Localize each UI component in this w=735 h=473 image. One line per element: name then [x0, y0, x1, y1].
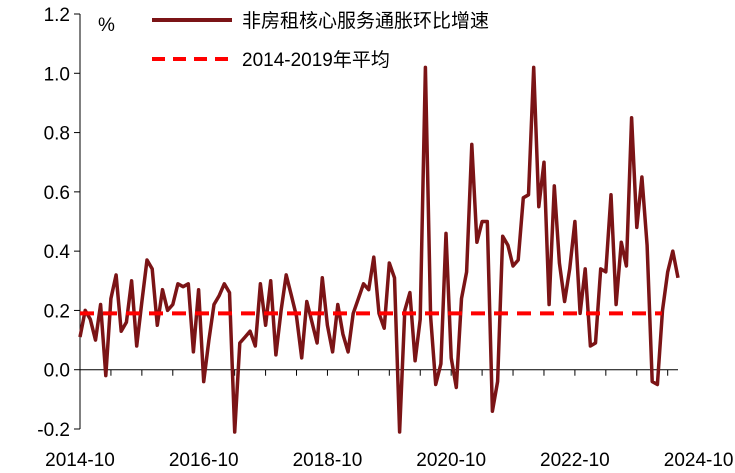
legend-label-average: 2014-2019年平均 [242, 49, 390, 71]
x-tick-label: 2018-10 [293, 450, 363, 471]
series-line-core-services [78, 65, 680, 434]
y-tick-label: 1.2 [44, 5, 70, 26]
y-tick-label: 1.0 [44, 64, 70, 85]
x-tick-label: 2014-10 [45, 450, 115, 471]
x-axis-ticks: 2014-10 2016-10 2018-10 2020-10 2022-10 2024-… [45, 369, 734, 471]
x-axis: 2014-10 2016-10 2018-10 2020-10 2022-10 2024-… [45, 369, 734, 471]
y-tick-label: 0.2 [44, 301, 70, 322]
y-axis-unit-label: % [98, 15, 115, 36]
legend-item-average: 2014-2019年平均 [152, 49, 390, 71]
x-tick-label: 2024-10 [664, 450, 734, 471]
plot-area [78, 65, 680, 434]
y-axis: -0.2 0.0 0.2 0.4 0.6 0.8 1.0 1.2 [37, 5, 81, 441]
y-tick-label: 0.4 [44, 242, 71, 263]
legend-label-core-services: 非房租核心服务通胀环比增速 [242, 10, 489, 32]
x-tick-label: 2020-10 [416, 450, 486, 471]
legend-item-core-services: 非房租核心服务通胀环比增速 [152, 10, 489, 32]
y-tick-label: 0.0 [44, 361, 70, 382]
y-tick-label: -0.2 [37, 420, 70, 441]
y-tick-label: 0.6 [44, 183, 70, 204]
x-tick-label: 2022-10 [540, 450, 610, 471]
y-axis-ticks: -0.2 0.0 0.2 0.4 0.6 0.8 1.0 1.2 [37, 5, 80, 441]
legend: 非房租核心服务通胀环比增速 2014-2019年平均 [152, 10, 489, 71]
x-tick-label: 2016-10 [169, 450, 239, 471]
y-tick-label: 0.8 [44, 124, 70, 145]
